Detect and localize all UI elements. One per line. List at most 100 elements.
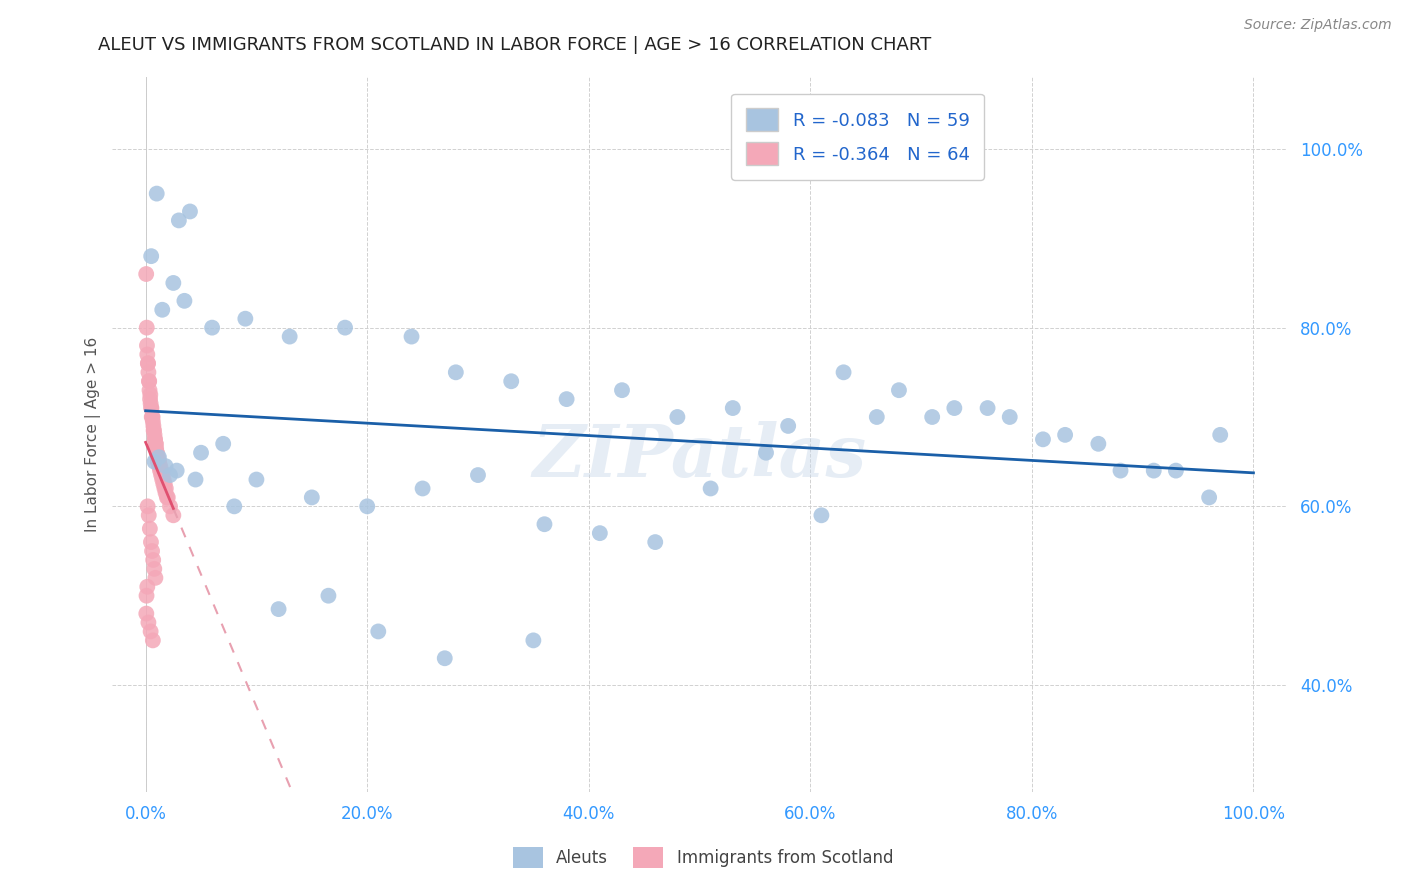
Point <box>159 500 181 514</box>
Point <box>149 459 172 474</box>
Point <box>201 320 224 334</box>
Point <box>666 409 689 424</box>
Point <box>301 491 323 505</box>
Point <box>141 409 163 424</box>
Point <box>139 522 162 536</box>
Point <box>141 409 163 424</box>
Point <box>143 562 166 576</box>
Point <box>145 571 167 585</box>
Point <box>173 293 195 308</box>
Point <box>333 320 356 334</box>
Point <box>142 424 165 438</box>
Point <box>136 338 159 352</box>
Point <box>644 535 666 549</box>
Point <box>943 401 966 415</box>
Point <box>136 356 159 370</box>
Point <box>778 418 800 433</box>
Point <box>143 433 166 447</box>
Point <box>367 624 389 639</box>
Point <box>143 428 166 442</box>
Point <box>148 455 170 469</box>
Point <box>148 459 170 474</box>
Point <box>139 396 162 410</box>
Point <box>145 442 167 456</box>
Point <box>153 482 176 496</box>
Point <box>699 482 721 496</box>
Point <box>810 508 832 523</box>
Point <box>136 347 159 361</box>
Point <box>145 437 167 451</box>
Point <box>148 450 170 465</box>
Y-axis label: In Labor Force | Age > 16: In Labor Force | Age > 16 <box>86 337 101 533</box>
Point <box>145 437 167 451</box>
Point <box>179 204 201 219</box>
Point <box>589 526 612 541</box>
Point <box>150 302 173 317</box>
Point <box>1164 464 1187 478</box>
Point <box>138 383 160 397</box>
Point <box>152 468 174 483</box>
Point <box>155 486 177 500</box>
Point <box>136 500 159 514</box>
Point <box>1198 491 1220 505</box>
Point <box>1109 464 1132 478</box>
Point <box>190 446 212 460</box>
Point <box>138 508 160 523</box>
Point <box>143 455 166 469</box>
Point <box>1054 428 1077 442</box>
Point <box>139 535 162 549</box>
Point <box>522 633 544 648</box>
Point <box>921 409 943 424</box>
Point <box>146 450 169 465</box>
Legend: R = -0.083   N = 59, R = -0.364   N = 64: R = -0.083 N = 59, R = -0.364 N = 64 <box>731 94 984 180</box>
Point <box>141 409 163 424</box>
Point <box>150 473 173 487</box>
Legend: Aleuts, Immigrants from Scotland: Aleuts, Immigrants from Scotland <box>506 840 900 875</box>
Point <box>155 482 177 496</box>
Point <box>139 387 162 401</box>
Point <box>150 468 173 483</box>
Point <box>139 624 162 639</box>
Point <box>401 329 423 343</box>
Point <box>721 401 744 415</box>
Point <box>145 446 167 460</box>
Point <box>1209 428 1232 442</box>
Point <box>533 517 555 532</box>
Point <box>138 365 160 379</box>
Point <box>153 477 176 491</box>
Point <box>162 508 184 523</box>
Point <box>887 383 910 397</box>
Point <box>143 433 166 447</box>
Point <box>832 365 855 379</box>
Point <box>278 329 301 343</box>
Point <box>152 473 174 487</box>
Point <box>141 544 163 558</box>
Point <box>356 500 378 514</box>
Point <box>184 473 207 487</box>
Text: Source: ZipAtlas.com: Source: ZipAtlas.com <box>1244 18 1392 32</box>
Point <box>136 356 159 370</box>
Point <box>1087 437 1109 451</box>
Point <box>212 437 235 451</box>
Point <box>444 365 467 379</box>
Point <box>135 267 157 281</box>
Point <box>156 491 179 505</box>
Point <box>150 464 173 478</box>
Point <box>976 401 998 415</box>
Point <box>998 409 1021 424</box>
Point <box>501 374 523 388</box>
Point <box>146 446 169 460</box>
Point <box>866 409 889 424</box>
Point <box>149 464 172 478</box>
Point <box>267 602 290 616</box>
Point <box>235 311 257 326</box>
Point <box>138 615 160 630</box>
Point <box>162 276 184 290</box>
Point <box>245 473 267 487</box>
Point <box>755 446 778 460</box>
Point <box>318 589 340 603</box>
Point <box>139 392 162 406</box>
Point <box>135 320 157 334</box>
Point <box>142 418 165 433</box>
Point <box>555 392 578 406</box>
